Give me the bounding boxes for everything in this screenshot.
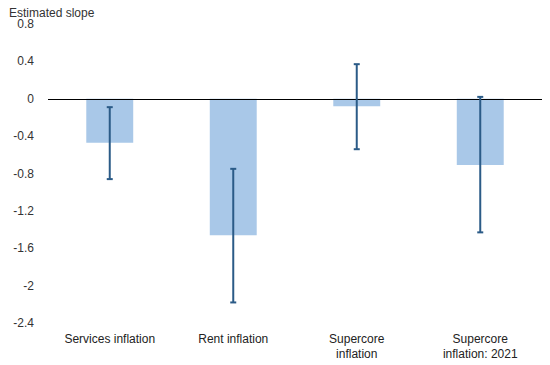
svg-text:inflation: inflation — [336, 347, 377, 361]
svg-text:0.8: 0.8 — [17, 17, 34, 31]
svg-text:-1.2: -1.2 — [13, 204, 34, 218]
svg-text:0: 0 — [27, 92, 34, 106]
svg-text:Supercore: Supercore — [453, 332, 509, 346]
svg-text:Estimated slope: Estimated slope — [9, 6, 95, 20]
svg-text:0.4: 0.4 — [17, 54, 34, 68]
svg-text:-1.6: -1.6 — [13, 241, 34, 255]
svg-text:-2.4: -2.4 — [13, 316, 34, 330]
svg-text:Services inflation: Services inflation — [64, 332, 155, 346]
svg-text:Rent inflation: Rent inflation — [198, 332, 268, 346]
svg-text:-2: -2 — [23, 279, 34, 293]
svg-text:inflation: 2021: inflation: 2021 — [443, 347, 518, 361]
svg-text:Supercore: Supercore — [329, 332, 385, 346]
svg-text:-0.4: -0.4 — [13, 129, 34, 143]
svg-text:-0.8: -0.8 — [13, 167, 34, 181]
